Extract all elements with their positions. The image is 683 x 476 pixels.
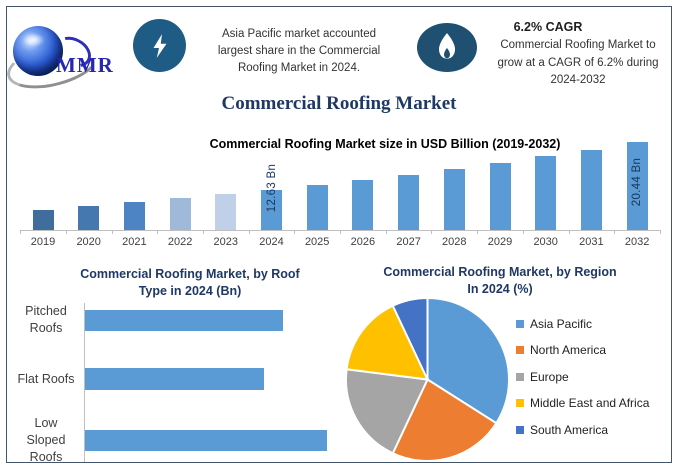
- cagr-text: Commercial Roofing Market to grow at a C…: [488, 37, 668, 90]
- logo-text: MMR: [56, 53, 114, 77]
- rooftype-bar: [85, 310, 283, 331]
- legend-item: Middle East and Africa: [516, 396, 650, 410]
- legend-item: Europe: [516, 369, 569, 384]
- bar-2020: [78, 206, 100, 230]
- rooftype-category-label: Pitched Roofs: [25, 304, 67, 335]
- axis-tick: [248, 230, 250, 234]
- axis-tick: [614, 230, 616, 234]
- rooftype-bar: [85, 430, 327, 451]
- rooftype-title-line: Commercial Roofing Market, by Roof: [80, 267, 300, 281]
- axis-tick: [522, 230, 524, 234]
- legend-swatch: [516, 425, 524, 434]
- year-label: 2030: [533, 236, 558, 248]
- insight-line: Asia Pacific market accounted: [221, 28, 377, 40]
- year-label: 2021: [122, 236, 147, 248]
- cagr-heading: 6.2% CAGR: [513, 20, 583, 34]
- legend-label: Middle East and Africa: [530, 396, 650, 410]
- globe-icon: [13, 26, 63, 76]
- trend-chart-plot: 12.63 Bn 20.44 Bn: [20, 135, 661, 234]
- axis-tick: [65, 230, 67, 234]
- legend-label: Europe: [530, 369, 569, 384]
- year-label: 2029: [487, 236, 513, 248]
- region-pie: [345, 296, 510, 462]
- pie-slice-middle-east-and-africa: [345, 304, 430, 381]
- insight-line: Roofing Market in 2024.: [237, 62, 361, 74]
- legend-swatch: [516, 346, 524, 354]
- bar-2023: [215, 194, 237, 230]
- year-label: 2019: [30, 236, 56, 248]
- rooftype-chart-axis: [84, 303, 85, 462]
- axis-tick: [568, 230, 570, 234]
- rooftype-category-label: Flat Roofs: [17, 371, 75, 386]
- bar-2027: [398, 175, 420, 230]
- bar-2032: [626, 142, 648, 230]
- flame-badge: [417, 23, 477, 72]
- trend-chart-year-axis: 2019 2020 2021 2022 2023 2024 2025 2026 2027 2028…: [20, 236, 660, 250]
- market-insight-text: Asia Pacific market accounted largest sh…: [190, 26, 408, 77]
- year-label: 2027: [396, 236, 421, 248]
- bar-2025: [306, 185, 328, 230]
- flame-icon: [439, 32, 455, 59]
- brand-logo: MMR: [2, 20, 128, 97]
- cagr-line: grow at a CAGR of 6.2% during: [497, 56, 659, 69]
- bar-2031: [580, 150, 602, 230]
- lightning-icon: [153, 33, 166, 58]
- region-chart-title: Commercial Roofing Market, by Region In …: [370, 264, 630, 298]
- year-label: 2025: [304, 236, 330, 248]
- legend-label: Asia Pacific: [530, 316, 593, 331]
- axis-tick: [340, 230, 342, 234]
- lightning-badge: [133, 19, 186, 72]
- axis-tick: [202, 230, 204, 234]
- year-label: 2024: [259, 236, 284, 248]
- insight-line: largest share in the Commercial: [217, 45, 381, 57]
- axis-tick: [385, 230, 387, 234]
- bar-value-text: 20.44 Bn: [631, 157, 644, 207]
- year-label: 2032: [624, 236, 650, 248]
- axis-tick: [20, 230, 22, 234]
- bar-2026: [352, 180, 374, 230]
- cagr-line: 2024-2032: [550, 74, 606, 86]
- bar-value-text: 12.63 Bn: [265, 163, 278, 213]
- bar-2019: [32, 210, 54, 230]
- year-label: 2020: [76, 236, 101, 248]
- axis-tick: [157, 230, 159, 234]
- pie-slice-south-america: [391, 296, 429, 380]
- bar-2028: [443, 169, 465, 230]
- bar-2021: [123, 202, 145, 230]
- bar-2024: [261, 190, 282, 230]
- axis-tick: [477, 230, 479, 234]
- axis-tick: [111, 230, 113, 234]
- cagr-line: Commercial Roofing Market to: [500, 39, 656, 51]
- year-label: 2026: [350, 236, 376, 248]
- pie-slice-europe: [345, 368, 429, 455]
- rooftype-category-label: Low Sloped Roofs: [26, 415, 66, 464]
- legend-swatch: [516, 319, 524, 328]
- rooftype-bar: [85, 368, 264, 390]
- rooftype-title-line: Type in 2024 (Bn): [138, 284, 242, 298]
- legend-label: South America: [530, 422, 609, 437]
- bar-2022: [169, 198, 191, 230]
- legend-item: North America: [516, 343, 607, 357]
- legend-swatch: [516, 399, 524, 407]
- rooftype-chart-title: Commercial Roofing Market, by Roof Type …: [60, 266, 320, 300]
- legend-swatch: [516, 372, 524, 381]
- legend-item: Asia Pacific: [516, 316, 593, 331]
- year-label: 2023: [213, 236, 239, 248]
- year-label: 2022: [167, 236, 193, 248]
- axis-tick: [294, 230, 296, 234]
- axis-tick: [431, 230, 433, 234]
- page-title: Commercial Roofing Market: [221, 93, 457, 114]
- region-title-line: In 2024 (%): [467, 282, 533, 296]
- bar-2030: [535, 156, 557, 230]
- year-label: 2031: [579, 236, 604, 248]
- axis-tick: [659, 230, 661, 234]
- region-title-line: Commercial Roofing Market, by Region: [383, 265, 617, 279]
- trend-chart-title: Commercial Roofing Market size in USD Bi…: [209, 137, 561, 151]
- year-label: 2028: [442, 236, 467, 248]
- legend-item: South America: [516, 422, 609, 437]
- legend-label: North America: [530, 343, 607, 357]
- bar-2029: [489, 163, 511, 230]
